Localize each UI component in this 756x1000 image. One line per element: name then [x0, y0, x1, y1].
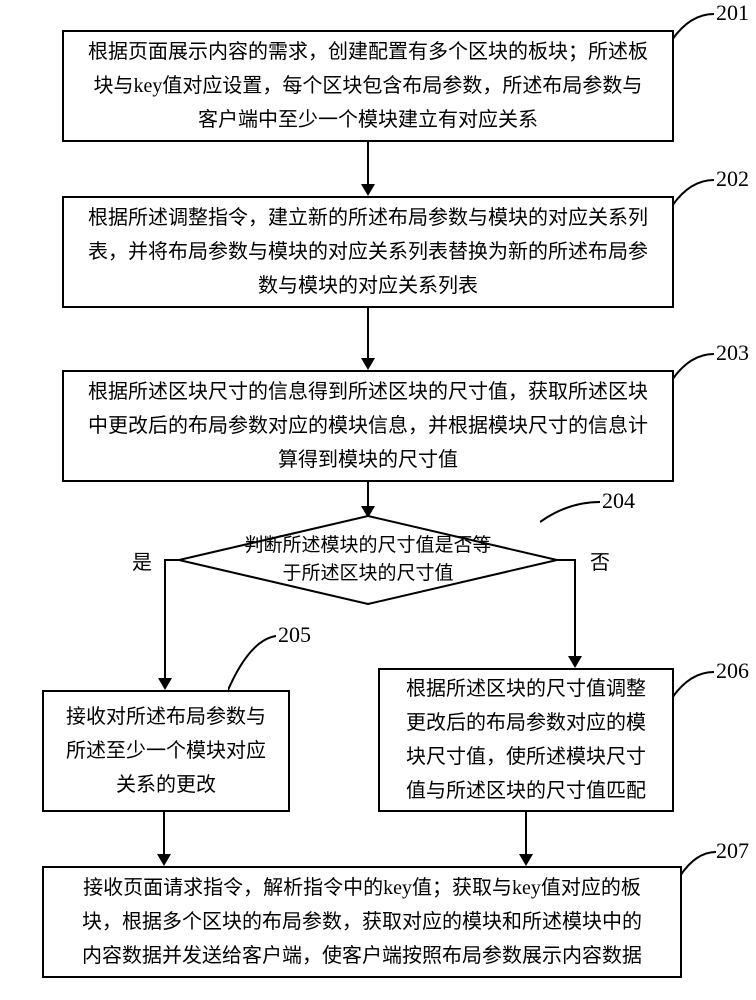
- yes-v: [164, 559, 166, 678]
- step-207-text: 接收页面请求指令，解析指令中的key值；获取与key值对应的板 块，根据多个区块…: [82, 871, 642, 973]
- ref-206: 206: [716, 658, 749, 684]
- arrow-202-203-head: [361, 358, 375, 370]
- step-201-text: 根据页面展示内容的需求，创建配置有多个区块的板块；所述板 块与key值对应设置，…: [88, 35, 648, 137]
- arrow-206-207: [525, 812, 527, 854]
- step-203-box: 根据所述区块尺寸的信息得到所述区块的尺寸值，获取所述区块 中更改后的布局参数对应…: [62, 370, 674, 482]
- arrow-202-203: [367, 308, 369, 358]
- ref-202: 202: [716, 166, 749, 192]
- yes-h: [164, 559, 180, 561]
- step-202-text: 根据所述调整指令，建立新的所述布局参数与模块的对应关系列 表，并将布局参数与模块…: [88, 201, 648, 303]
- arrow-205-207-head: [157, 854, 171, 866]
- step-203-text: 根据所述区块尺寸的信息得到所述区块的尺寸值，获取所述区块 中更改后的布局参数对应…: [88, 375, 648, 477]
- arrow-206-207-head: [519, 854, 533, 866]
- step-202-box: 根据所述调整指令，建立新的所述布局参数与模块的对应关系列 表，并将布局参数与模块…: [62, 196, 674, 308]
- no-h: [556, 559, 576, 561]
- arrow-203-204: [367, 482, 369, 506]
- no-head: [568, 656, 582, 668]
- leader-204-curve: [540, 500, 600, 524]
- leader-206-curve: [672, 670, 714, 700]
- decision-204: 判断所述模块的尺寸值是否等 于所述区块的尺寸值: [178, 515, 558, 605]
- no-v: [574, 559, 576, 656]
- leader-205-curve: [228, 634, 276, 690]
- step-205-box: 接收对所述布局参数与 所述至少一个模块对应 关系的更改: [42, 690, 290, 812]
- step-205-text: 接收对所述布局参数与 所述至少一个模块对应 关系的更改: [66, 700, 266, 802]
- yes-head: [158, 678, 172, 690]
- arrow-201-202-head: [361, 184, 375, 196]
- leader-202-curve: [672, 178, 714, 208]
- arrow-205-207: [163, 812, 165, 854]
- ref-201: 201: [716, 0, 749, 26]
- ref-207: 207: [716, 838, 749, 864]
- leader-203-curve: [672, 352, 714, 382]
- decision-204-text: 判断所述模块的尺寸值是否等 于所述区块的尺寸值: [178, 515, 558, 605]
- step-206-box: 根据所述区块的尺寸值调整 更改后的布局参数对应的模 块尺寸值，使所述模块尺寸 值…: [378, 668, 674, 812]
- step-201-box: 根据页面展示内容的需求，创建配置有多个区块的板块；所述板 块与key值对应设置，…: [62, 30, 674, 142]
- branch-yes-label: 是: [132, 546, 152, 575]
- leader-201-curve: [672, 12, 714, 42]
- step-206-text: 根据所述区块的尺寸值调整 更改后的布局参数对应的模 块尺寸值，使所述模块尺寸 值…: [406, 672, 646, 808]
- leader-207-curve: [680, 850, 716, 878]
- branch-no-label: 否: [590, 546, 610, 575]
- step-207-box: 接收页面请求指令，解析指令中的key值；获取与key值对应的板 块，根据多个区块…: [42, 866, 682, 978]
- ref-203: 203: [716, 340, 749, 366]
- arrow-201-202: [367, 142, 369, 184]
- ref-205: 205: [278, 622, 311, 648]
- ref-204: 204: [602, 488, 635, 514]
